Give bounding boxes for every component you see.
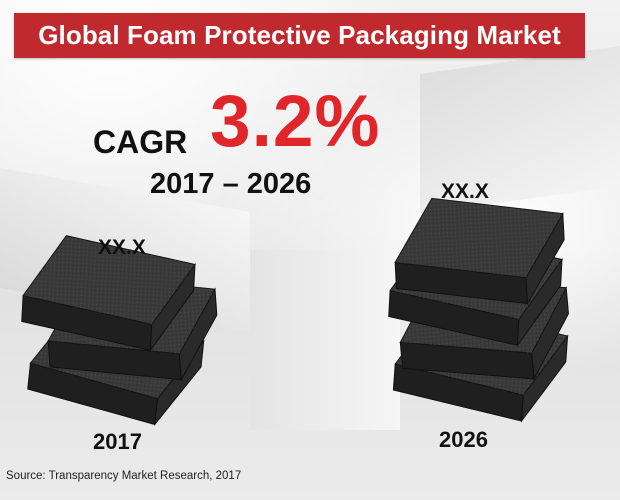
foam-pad (394, 197, 565, 306)
year-label-2026: 2026 (439, 427, 488, 452)
value-label-2026: XX.X (441, 180, 489, 203)
value-label-2017: XX.X (98, 236, 146, 259)
background-shape (250, 250, 400, 430)
year-label-2017: 2017 (93, 429, 142, 454)
forecast-period: 2017 – 2026 (150, 168, 312, 200)
cagr-label: CAGR (93, 124, 188, 160)
cagr-value: 3.2% (210, 81, 381, 162)
foam-pad (21, 235, 196, 352)
title-banner: Global Foam Protective Packaging Market (14, 13, 585, 58)
source-note: Source: Transparency Market Research, 20… (6, 470, 242, 482)
page-title: Global Foam Protective Packaging Market (38, 20, 561, 50)
